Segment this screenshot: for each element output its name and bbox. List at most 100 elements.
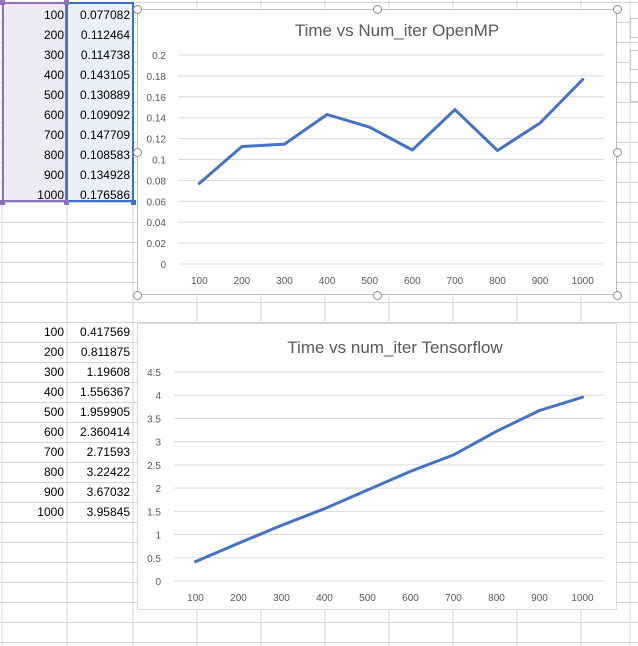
y-tick-label: 0.5 <box>147 554 161 565</box>
cell-time[interactable]: 0.147709 <box>79 128 130 142</box>
cell-time[interactable]: 2.360414 <box>79 425 130 439</box>
cell-iterations[interactable]: 200 <box>43 345 64 359</box>
chart-resize-handle[interactable] <box>613 291 622 300</box>
x-tick-label: 600 <box>402 593 419 604</box>
y-tick-label: 0.12 <box>147 135 167 146</box>
y-tick-label: 2.5 <box>147 461 161 472</box>
cell-iterations[interactable]: 400 <box>43 385 64 399</box>
chart-openmp[interactable]: Time vs Num_iter OpenMP 0 0.02 0.04 0.06 0.08… <box>133 5 622 300</box>
cell-iterations[interactable]: 700 <box>43 128 64 142</box>
chart-resize-handle[interactable] <box>133 148 142 157</box>
selection-handle[interactable] <box>64 0 69 5</box>
chart-filters-button[interactable] <box>630 82 638 102</box>
cell-iterations[interactable]: 800 <box>43 148 64 162</box>
cell-time[interactable]: 0.811875 <box>80 345 130 359</box>
chart-resize-handle[interactable] <box>133 5 142 14</box>
y-tick-label: 3 <box>155 438 161 449</box>
x-tick-label: 200 <box>234 276 251 287</box>
chart-tensorflow[interactable]: Time vs num_iter Tensorflow 0 0.5 1 1.5 2 2.5 3… <box>137 323 617 610</box>
cell-iterations[interactable]: 300 <box>43 365 64 379</box>
x-tick-label: 700 <box>447 276 464 287</box>
chart-resize-handle[interactable] <box>133 291 142 300</box>
y-tick-label: 0 <box>160 260 166 271</box>
selection-handle[interactable] <box>131 200 136 205</box>
cell-iterations[interactable]: 900 <box>43 485 64 499</box>
x-tick-label: 500 <box>359 593 376 604</box>
cell-time[interactable]: 0.108583 <box>79 148 130 162</box>
x-tick-label: 800 <box>489 276 506 287</box>
cell-iterations[interactable]: 400 <box>43 68 64 82</box>
y-tick-label: 0.2 <box>152 51 166 62</box>
x-tick-label: 400 <box>319 276 336 287</box>
x-tick-label: 200 <box>230 593 247 604</box>
cell-iterations[interactable]: 200 <box>43 28 64 42</box>
y-tick-label: 0 <box>155 577 161 588</box>
cell-time[interactable]: 1.959905 <box>79 405 130 419</box>
cell-time[interactable]: 0.112464 <box>80 28 130 42</box>
chart-elements-button[interactable] <box>630 18 638 38</box>
y-tick-label: 0.1 <box>152 156 166 167</box>
cell-iterations[interactable]: 600 <box>43 425 64 439</box>
x-tick-label: 100 <box>191 276 208 287</box>
chart-title[interactable]: Time vs Num_iter OpenMP <box>295 21 499 40</box>
y-tick-label: 0.02 <box>147 239 167 250</box>
selection-handle[interactable] <box>0 0 5 5</box>
cell-time[interactable]: 0.109092 <box>79 108 130 122</box>
selection-handle[interactable] <box>64 200 69 205</box>
selection-fill-values <box>67 2 133 202</box>
chart-resize-handle[interactable] <box>613 5 622 14</box>
cell-iterations[interactable]: 900 <box>43 168 64 182</box>
y-tick-label: 1.5 <box>147 507 161 518</box>
cell-iterations[interactable]: 600 <box>43 108 64 122</box>
selection-range-y[interactable] <box>66 2 134 202</box>
chart-resize-handle[interactable] <box>613 148 622 157</box>
x-tick-label: 100 <box>187 593 204 604</box>
y-tick-label: 0.08 <box>147 176 167 187</box>
selection-range-x <box>2 2 67 202</box>
cell-iterations[interactable]: 1000 <box>37 188 64 202</box>
cell-time[interactable]: 3.95845 <box>86 505 130 519</box>
cell-iterations[interactable]: 100 <box>43 325 64 339</box>
x-tick-label: 500 <box>361 276 378 287</box>
y-tick-label: 0.14 <box>147 114 167 125</box>
cell-time[interactable]: 2.71593 <box>86 445 130 459</box>
x-tick-label: 1000 <box>572 276 595 287</box>
x-tick-label: 700 <box>445 593 462 604</box>
cell-iterations[interactable]: 800 <box>43 465 64 479</box>
x-tick-label: 300 <box>276 276 293 287</box>
chart-title[interactable]: Time vs num_iter Tensorflow <box>287 338 503 357</box>
cell-iterations[interactable]: 700 <box>43 445 64 459</box>
cell-time[interactable]: 0.417569 <box>79 325 130 339</box>
chart-styles-button[interactable] <box>630 50 638 70</box>
cell-time[interactable]: 0.077082 <box>79 8 130 22</box>
cell-iterations[interactable]: 500 <box>43 405 64 419</box>
series-line[interactable] <box>197 78 585 185</box>
x-tick-label: 1000 <box>571 593 594 604</box>
cell-time[interactable]: 0.176586 <box>79 188 130 202</box>
cell-time[interactable]: 1.19608 <box>86 365 130 379</box>
y-tick-label: 1 <box>155 531 161 542</box>
cell-iterations[interactable]: 100 <box>43 8 64 22</box>
series-line[interactable] <box>194 395 584 564</box>
cell-time[interactable]: 3.22422 <box>86 465 130 479</box>
x-tick-label: 600 <box>404 276 421 287</box>
y-tick-label: 4 <box>155 391 161 402</box>
y-tick-label: 0.06 <box>147 197 167 208</box>
y-tick-label: 4.5 <box>147 368 161 379</box>
cell-iterations[interactable]: 500 <box>43 88 64 102</box>
cell-time[interactable]: 0.143105 <box>79 68 130 82</box>
cell-iterations[interactable]: 1000 <box>37 505 64 519</box>
cell-time[interactable]: 0.114738 <box>80 48 130 62</box>
cell-time[interactable]: 0.130889 <box>79 88 130 102</box>
cell-time[interactable]: 3.67032 <box>86 485 130 499</box>
y-tick-label: 0.04 <box>147 218 167 229</box>
cell-time[interactable]: 0.134928 <box>79 168 130 182</box>
x-tick-label: 400 <box>316 593 333 604</box>
cell-time[interactable]: 1.556367 <box>79 385 130 399</box>
cell-iterations[interactable]: 300 <box>43 48 64 62</box>
chart-resize-handle[interactable] <box>373 5 382 14</box>
x-tick-label: 900 <box>531 593 548 604</box>
chart-resize-handle[interactable] <box>373 291 382 300</box>
selection-handle[interactable] <box>0 200 5 205</box>
y-tick-label: 0.18 <box>147 72 167 83</box>
